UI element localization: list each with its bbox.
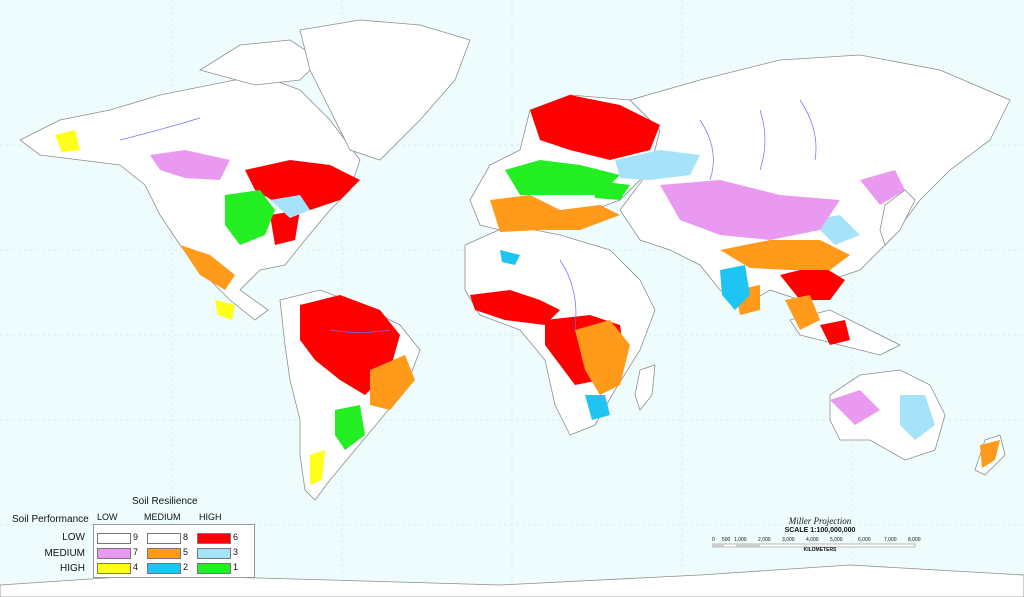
scale-tick-label: 1,000 (734, 537, 747, 543)
rivers (119, 99, 817, 333)
greenland-landmass (299, 19, 471, 161)
legend-row-high: HIGH (60, 563, 85, 574)
legend-swatch-7 (97, 548, 131, 559)
north-america-landmass (19, 74, 361, 321)
legend-col-high: HIGH (199, 512, 222, 522)
legend-swatch-number: 1 (233, 562, 239, 572)
scale-tick-label: 7,000 (884, 537, 897, 543)
legend-swatch-9 (97, 533, 131, 544)
landmasses (0, 19, 1024, 597)
legend-swatch-5 (147, 548, 181, 559)
soil-class-1-regions (225, 160, 630, 450)
scale-tick-label: 5,000 (830, 537, 843, 543)
legend-resilience-title: Soil Resilience (132, 496, 198, 507)
legend-performance-title: Soil Performance (12, 514, 89, 525)
scale-tick-label: 4,000 (806, 537, 819, 543)
scale-tick-label: 0 (712, 537, 715, 543)
scale-tick-label: 500 (722, 537, 731, 543)
soil-class-2-regions (500, 250, 750, 420)
legend-swatch-number: 6 (233, 532, 239, 542)
scale-bar (712, 543, 916, 548)
legend-col-low: LOW (97, 512, 118, 522)
legend-swatch-8 (147, 533, 181, 544)
legend-row-low: LOW (62, 532, 85, 543)
legend-swatch-number: 4 (133, 562, 139, 572)
legend-swatch-3 (197, 548, 231, 559)
scale-tick-label: 2,000 (758, 537, 771, 543)
scale-tick-label: 3,000 (782, 537, 795, 543)
legend-swatch-number: 9 (133, 532, 139, 542)
legend-swatch-number: 2 (183, 562, 189, 572)
legend-swatch-6 (197, 533, 231, 544)
scale-tick-label: 6,000 (858, 537, 871, 543)
soil-class-7-regions (150, 150, 905, 425)
legend-swatch-1 (197, 563, 231, 574)
legend-swatch-number: 3 (233, 547, 239, 557)
scale-label: SCALE 1:100,000,000 (784, 527, 856, 534)
legend-swatch-2 (147, 563, 181, 574)
projection-label: Miller Projection (788, 516, 852, 526)
soil-class-5-regions (180, 195, 1000, 468)
legend-swatch-number: 8 (183, 532, 189, 542)
kilometers-label: KILOMETERS (803, 547, 837, 553)
legend-swatch-number: 7 (133, 547, 139, 557)
legend-swatch-number: 5 (183, 547, 189, 557)
soil-class-4-regions (55, 130, 325, 485)
arctic-archipelago (199, 39, 321, 86)
madagascar-landmass (634, 364, 656, 411)
legend-col-medium: MEDIUM (144, 512, 181, 522)
scale-tick-label: 8,000 (908, 537, 921, 543)
legend-swatch-4 (97, 563, 131, 574)
legend-row-medium: MEDIUM (44, 548, 85, 559)
